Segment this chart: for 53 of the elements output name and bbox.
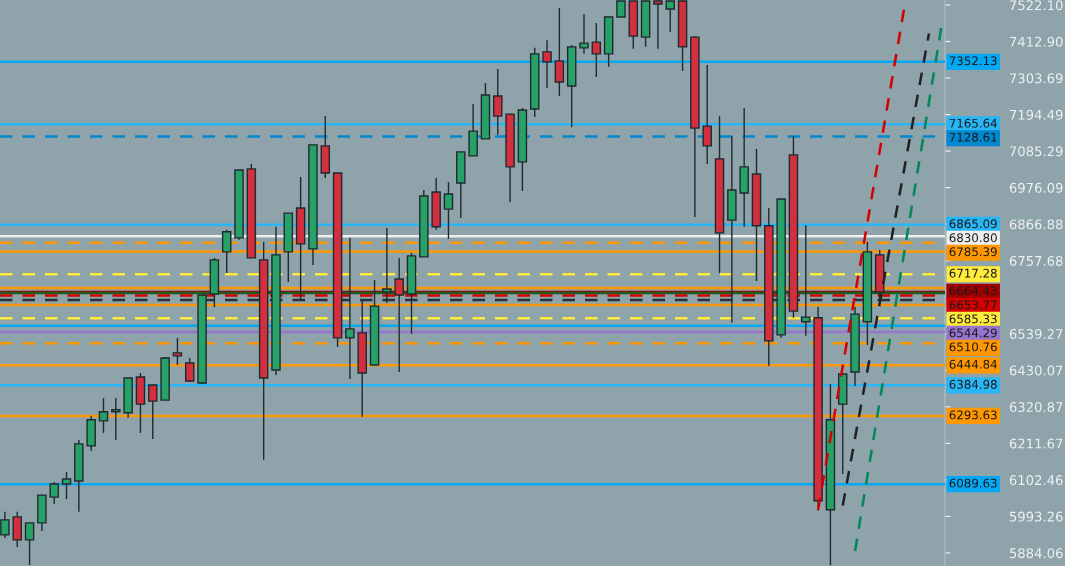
candlestick: [554, 7, 565, 97]
candlestick: [492, 68, 503, 136]
candlestick: [0, 511, 10, 539]
y-tick-label: 6211.67: [1009, 438, 1063, 449]
candlestick: [653, 0, 663, 50]
y-tick-label: 6539.27: [1009, 328, 1063, 339]
candlestick: [579, 13, 589, 55]
ref-line-label: 7128.61: [949, 132, 997, 142]
candlestick: [591, 22, 602, 78]
y-tick-label: 7194.49: [1009, 109, 1063, 120]
y-tick-label: 7522.10: [1009, 0, 1063, 11]
ref-line-label: 7352.13: [949, 56, 997, 66]
candlestick: [148, 384, 158, 440]
ref-line-label: 6785.39: [949, 247, 997, 257]
candlestick: [542, 39, 552, 89]
y-tick-label: 6757.68: [1009, 255, 1063, 266]
y-tick-label: 5884.06: [1009, 548, 1063, 559]
candlestick: [12, 511, 23, 548]
ref-line-label: 6089.63: [949, 478, 997, 488]
candlestick: [665, 0, 676, 33]
candlestick: [49, 481, 59, 505]
ref-line-label: 6293.63: [949, 410, 997, 420]
candlestick: [702, 64, 712, 165]
candlestick: [221, 229, 232, 274]
ref-line-label: 6444.84: [949, 359, 997, 369]
candlestick: [61, 471, 72, 500]
y-tick-label: 6976.09: [1009, 182, 1063, 193]
candlestick: [24, 522, 35, 566]
y-tick-label: 6430.07: [1009, 365, 1063, 376]
candlestick: [801, 224, 811, 337]
candlestick: [172, 337, 183, 366]
ref-line-label: 6585.33: [949, 314, 997, 324]
ref-line-label: 6544.29: [949, 328, 997, 338]
candlestick: [394, 257, 404, 373]
candlestick: [443, 181, 454, 240]
ref-line-label: 6384.98: [949, 379, 997, 389]
y-tick-label: 6866.88: [1009, 219, 1063, 230]
ref-line-label: 6510.76: [949, 342, 997, 352]
ref-line-label: 6653.77: [949, 300, 997, 310]
ref-line-label: 6865.09: [949, 219, 997, 229]
candlestick: [184, 357, 195, 383]
y-tick-label: 6320.87: [1009, 402, 1063, 413]
y-tick-label: 7085.29: [1009, 146, 1063, 157]
y-tick-label: 6102.46: [1009, 475, 1063, 486]
ref-line-label: 7165.64: [949, 118, 997, 128]
y-tick-label: 7412.90: [1009, 36, 1063, 47]
candlestick: [111, 397, 121, 441]
y-tick-label: 5993.26: [1009, 511, 1063, 522]
ref-line-label: 6664.43: [949, 286, 997, 296]
ref-line-label: 6830.80: [949, 233, 997, 243]
y-tick-label: 7303.69: [1009, 73, 1063, 84]
candlestick: [98, 397, 109, 434]
ref-line-label: 6717.28: [949, 268, 997, 278]
